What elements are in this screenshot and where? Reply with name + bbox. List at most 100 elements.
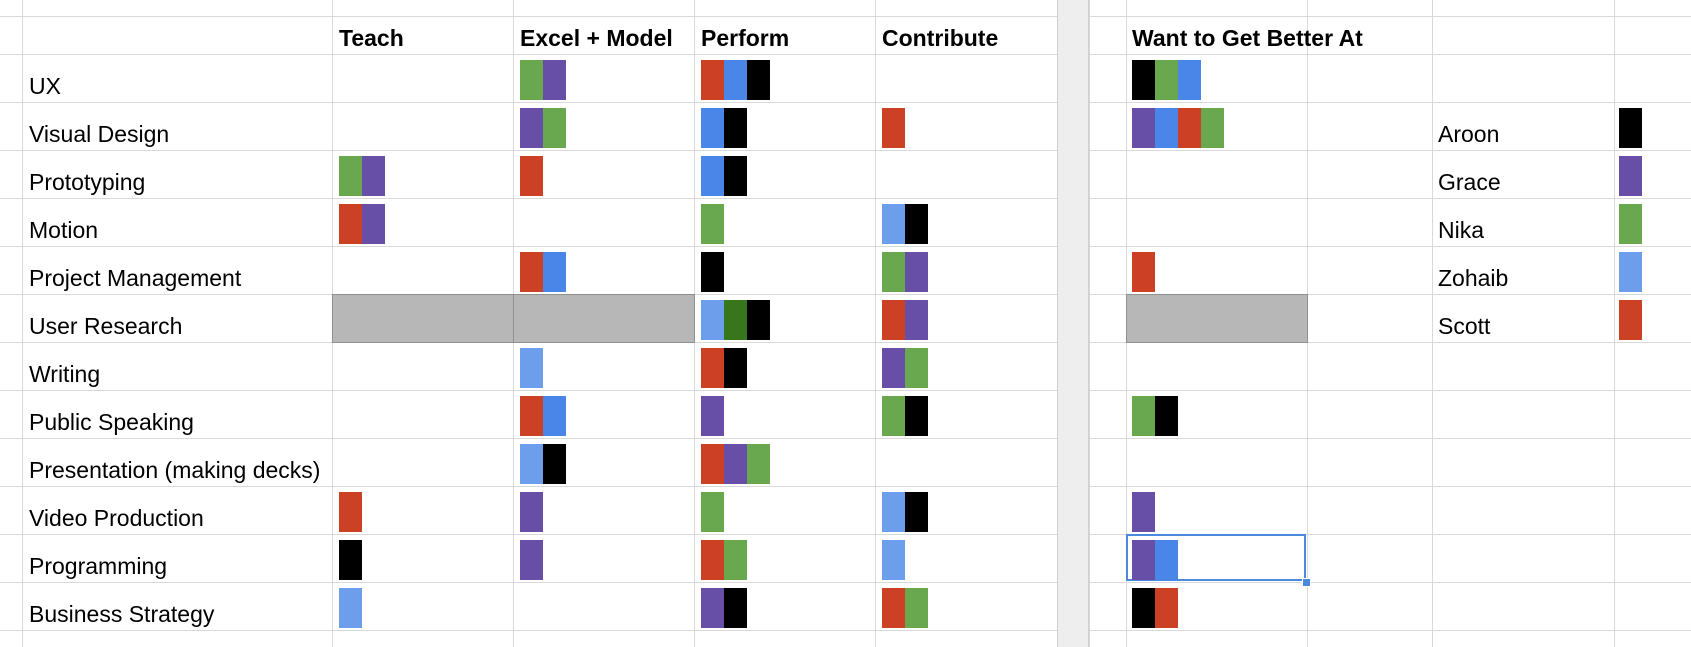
legend-person-name[interactable]: Nika: [1438, 217, 1485, 243]
row-label[interactable]: Video Production: [29, 505, 204, 531]
row-label[interactable]: Project Management: [29, 265, 242, 291]
swatch-group-excel[interactable]: [520, 540, 543, 580]
swatch-group-want[interactable]: [1132, 396, 1178, 436]
color-swatch-purple: [362, 156, 385, 196]
color-swatch-green: [701, 492, 724, 532]
swatch-group-want[interactable]: [1132, 60, 1201, 100]
legend-person-name[interactable]: Zohaib: [1438, 265, 1509, 291]
swatch-group-perform[interactable]: [701, 492, 724, 532]
row-label[interactable]: Prototyping: [29, 169, 146, 195]
legend-color-swatch-red[interactable]: [1619, 300, 1642, 340]
swatch-group-excel[interactable]: [520, 396, 566, 436]
swatch-group-excel[interactable]: [520, 492, 543, 532]
grid-column-line: [1089, 0, 1090, 647]
legend-color-swatch-purple[interactable]: [1619, 156, 1642, 196]
legend-person-name[interactable]: Aroon: [1438, 121, 1500, 147]
color-swatch-purple: [724, 444, 747, 484]
header-perform[interactable]: Perform: [701, 25, 790, 51]
grid-row-line: [0, 582, 1691, 583]
row-label[interactable]: Writing: [29, 361, 101, 387]
header-teach[interactable]: Teach: [339, 25, 404, 51]
color-swatch-red: [882, 300, 905, 340]
swatch-group-contribute[interactable]: [882, 348, 928, 388]
legend-person-name[interactable]: Scott: [1438, 313, 1491, 339]
swatch-group-perform[interactable]: [701, 252, 724, 292]
color-swatch-red: [339, 492, 362, 532]
swatch-group-perform[interactable]: [701, 540, 747, 580]
grayed-cell-teach[interactable]: [332, 294, 514, 343]
swatch-group-excel[interactable]: [520, 156, 543, 196]
swatch-group-contribute[interactable]: [882, 588, 928, 628]
hidden-column-divider[interactable]: [1057, 0, 1089, 647]
swatch-group-perform[interactable]: [701, 156, 747, 196]
row-label[interactable]: UX: [29, 73, 61, 99]
swatch-group-perform[interactable]: [701, 204, 724, 244]
swatch-group-teach[interactable]: [339, 204, 385, 244]
grid-row-line: [0, 390, 1691, 391]
swatch-group-want[interactable]: [1132, 108, 1224, 148]
color-swatch-blue: [701, 156, 724, 196]
swatch-group-teach[interactable]: [339, 156, 385, 196]
grid-row-line: [0, 16, 1691, 17]
color-swatch-lightblue: [520, 348, 543, 388]
swatch-group-contribute[interactable]: [882, 252, 928, 292]
row-label[interactable]: Visual Design: [29, 121, 170, 147]
legend-color-swatch-green[interactable]: [1619, 204, 1642, 244]
color-swatch-red: [701, 540, 724, 580]
color-swatch-lightblue: [882, 492, 905, 532]
swatch-group-contribute[interactable]: [882, 108, 905, 148]
row-label[interactable]: Programming: [29, 553, 168, 579]
swatch-group-contribute[interactable]: [882, 540, 905, 580]
swatch-group-perform[interactable]: [701, 108, 747, 148]
swatch-group-perform[interactable]: [701, 588, 747, 628]
swatch-group-perform[interactable]: [701, 396, 724, 436]
grayed-cell-excel[interactable]: [513, 294, 695, 343]
legend-color-swatch-lightblue[interactable]: [1619, 252, 1642, 292]
fill-handle[interactable]: [1302, 578, 1311, 587]
color-swatch-lightblue: [520, 444, 543, 484]
swatch-group-want[interactable]: [1132, 252, 1155, 292]
color-swatch-black: [724, 588, 747, 628]
swatch-group-contribute[interactable]: [882, 300, 928, 340]
header-want-better[interactable]: Want to Get Better At: [1132, 25, 1363, 51]
selected-cell[interactable]: [1126, 534, 1306, 581]
swatch-group-perform[interactable]: [701, 348, 747, 388]
swatch-group-perform[interactable]: [701, 60, 770, 100]
grayed-cell-want[interactable]: [1126, 294, 1308, 343]
color-swatch-red: [1178, 108, 1201, 148]
legend-person-name[interactable]: Grace: [1438, 169, 1501, 195]
swatch-group-excel[interactable]: [520, 252, 566, 292]
swatch-group-contribute[interactable]: [882, 492, 928, 532]
swatch-group-perform[interactable]: [701, 444, 770, 484]
header-contribute[interactable]: Contribute: [882, 25, 999, 51]
grid-row-line: [0, 534, 1691, 535]
swatch-group-teach[interactable]: [339, 540, 362, 580]
grid-row-line: [0, 630, 1691, 631]
row-label[interactable]: User Research: [29, 313, 183, 339]
swatch-group-want[interactable]: [1132, 588, 1178, 628]
swatch-group-contribute[interactable]: [882, 396, 928, 436]
swatch-group-excel[interactable]: [520, 348, 543, 388]
color-swatch-blue: [1155, 108, 1178, 148]
header-excel-model[interactable]: Excel + Model: [520, 25, 673, 51]
swatch-group-contribute[interactable]: [882, 204, 928, 244]
swatch-group-excel[interactable]: [520, 60, 566, 100]
row-label[interactable]: Business Strategy: [29, 601, 215, 627]
color-swatch-red: [520, 156, 543, 196]
grid-row-line: [0, 246, 1691, 247]
swatch-group-excel[interactable]: [520, 444, 566, 484]
row-label[interactable]: Public Speaking: [29, 409, 194, 435]
swatch-group-want[interactable]: [1132, 540, 1178, 580]
color-swatch-blue: [543, 252, 566, 292]
color-swatch-black: [724, 156, 747, 196]
swatch-group-perform[interactable]: [701, 300, 770, 340]
swatch-group-teach[interactable]: [339, 492, 362, 532]
color-swatch-black: [905, 204, 928, 244]
row-label[interactable]: Motion: [29, 217, 99, 243]
swatch-group-want[interactable]: [1132, 492, 1155, 532]
swatch-group-excel[interactable]: [520, 108, 566, 148]
legend-color-swatch-black[interactable]: [1619, 108, 1642, 148]
swatch-group-teach[interactable]: [339, 588, 362, 628]
row-label[interactable]: Presentation (making decks): [29, 457, 321, 483]
